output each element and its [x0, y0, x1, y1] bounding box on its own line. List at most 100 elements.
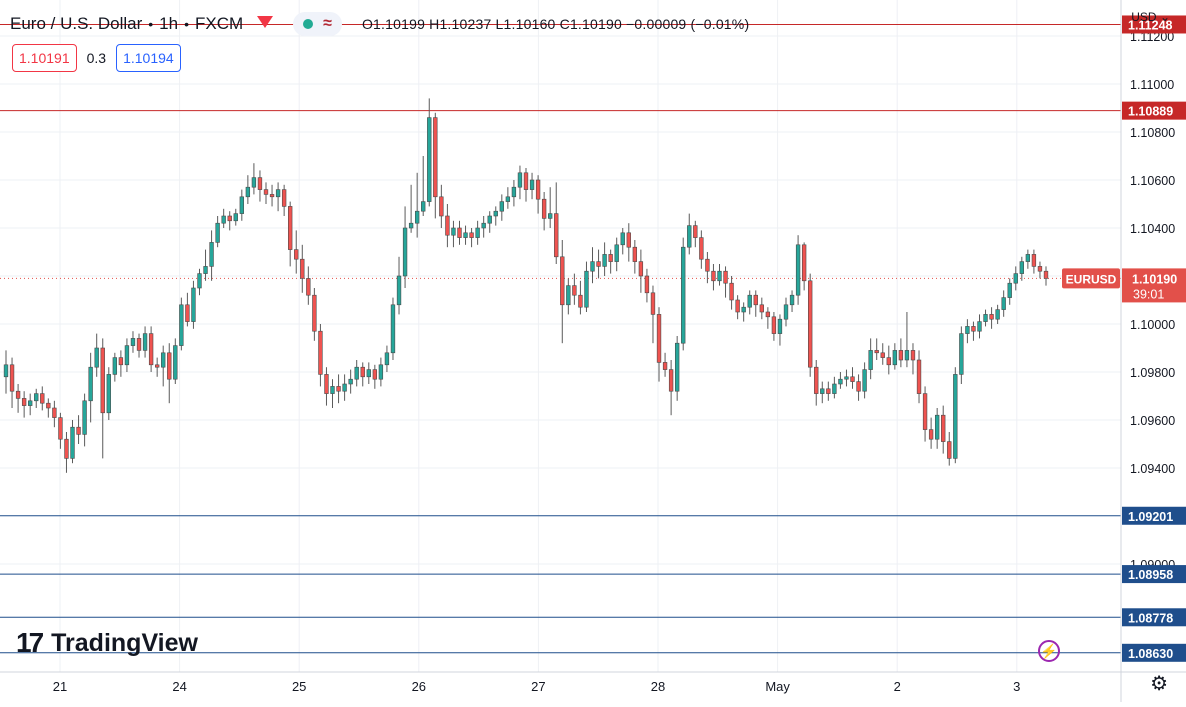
- tradingview-logo[interactable]: 17 TradingView: [16, 627, 198, 659]
- candle-up-body: [590, 261, 595, 272]
- buy-price-button[interactable]: 1.10194: [116, 44, 181, 72]
- candle-up-body: [681, 246, 686, 344]
- candles: [3, 98, 1049, 473]
- ohlc-values: O1.10199 H1.10237 L1.10160 C1.10190 −0.0…: [361, 16, 750, 32]
- horizontal-levels: [0, 23, 1121, 654]
- price-tick-label: 1.11200: [1130, 30, 1174, 44]
- candle-up-body: [747, 294, 752, 308]
- time-tick-label: 26: [412, 679, 426, 694]
- gear-icon[interactable]: ⚙: [1150, 673, 1168, 695]
- flag-icon[interactable]: [257, 16, 274, 28]
- candle-up-body: [475, 227, 480, 238]
- candle-down-body: [916, 359, 922, 394]
- candle-up-body: [674, 342, 680, 392]
- candle-up-body: [239, 196, 244, 214]
- candle-down-body: [257, 177, 263, 190]
- spread-value: 0.3: [86, 50, 107, 66]
- currency-selector[interactable]: USD ⌄: [1131, 10, 1170, 24]
- price-axis: 1.090001.094001.096001.098001.100001.102…: [1062, 0, 1186, 702]
- candle-down-body: [693, 225, 698, 238]
- candle-up-body: [197, 273, 202, 289]
- candle-up-body: [892, 350, 898, 366]
- candle-up-body: [275, 189, 281, 198]
- market-open-icon: [303, 19, 314, 29]
- candle-down-body: [324, 374, 329, 394]
- candle-up-body: [844, 376, 849, 380]
- candle-up-body: [1019, 261, 1024, 274]
- candle-up-body: [88, 366, 93, 402]
- candle-up-body: [408, 222, 414, 229]
- candle-down-body: [300, 258, 305, 279]
- candle-down-body: [40, 393, 45, 404]
- candle-down-body: [535, 179, 541, 200]
- candle-up-body: [402, 227, 408, 277]
- candle-down-body: [644, 275, 650, 294]
- candle-up-body: [934, 414, 940, 440]
- candle-up-body: [342, 383, 347, 392]
- candle-up-body: [221, 215, 226, 224]
- candle-down-body: [1037, 266, 1043, 272]
- candle-up-body: [1001, 297, 1006, 310]
- candle-down-body: [826, 388, 831, 394]
- support-level-tag: [1122, 565, 1186, 584]
- candle-up-body: [511, 186, 517, 198]
- candle-down-body: [154, 364, 160, 368]
- market-status-pill[interactable]: ≈: [293, 12, 342, 36]
- candle-down-body: [705, 258, 710, 272]
- price-tick-label: 1.10400: [1130, 222, 1175, 236]
- candle-up-body: [789, 294, 795, 306]
- candle-down-body: [898, 350, 904, 361]
- candle-down-body: [856, 381, 861, 392]
- price-tick-label: 1.10000: [1130, 318, 1175, 332]
- candle-up-body: [209, 242, 214, 267]
- candle-down-body: [554, 213, 559, 258]
- candle-down-body: [433, 117, 438, 198]
- support-level-tag-text: 1.08958: [1128, 568, 1173, 582]
- candle-down-body: [58, 417, 63, 440]
- candle-up-body: [965, 326, 970, 334]
- interval-label[interactable]: 1h: [159, 14, 179, 33]
- candle-up-body: [251, 177, 257, 188]
- candle-down-body: [64, 438, 69, 459]
- candle-up-body: [348, 378, 353, 385]
- candle-down-body: [288, 206, 293, 250]
- candle-up-body: [959, 333, 964, 375]
- candle-up-body: [584, 270, 589, 308]
- candle-up-body: [179, 304, 184, 346]
- candle-down-body: [880, 352, 885, 358]
- candle-down-body: [15, 390, 21, 399]
- candle-up-body: [602, 254, 607, 267]
- candle-down-body: [771, 316, 777, 334]
- candle-up-body: [34, 393, 39, 402]
- candle-down-body: [312, 294, 317, 332]
- candle-up-body: [451, 227, 456, 236]
- candle-down-body: [560, 256, 565, 306]
- candle-up-body: [741, 306, 746, 313]
- candle-down-body: [263, 189, 269, 195]
- candle-up-body: [505, 196, 511, 202]
- candle-down-body: [294, 249, 299, 260]
- lightning-icon[interactable]: ⚡: [1038, 640, 1060, 662]
- candle-down-body: [541, 198, 547, 219]
- candle-down-body: [148, 333, 154, 366]
- candle-down-body: [989, 314, 994, 320]
- separator-dot: •: [148, 16, 154, 32]
- candle-down-body: [457, 227, 462, 238]
- candle-down-body: [759, 304, 764, 313]
- tradingview-mark-icon: 17: [16, 627, 44, 658]
- candle-down-body: [167, 352, 172, 380]
- candle-down-body: [52, 407, 57, 418]
- time-tick-label: May: [765, 679, 790, 694]
- candle-down-body: [801, 244, 807, 282]
- symbol-name[interactable]: Euro / U.S. Dollar: [10, 14, 143, 33]
- candle-up-body: [820, 388, 825, 394]
- candle-down-body: [572, 285, 577, 296]
- candle-down-body: [469, 232, 474, 238]
- candle-up-body: [499, 201, 504, 212]
- sell-price-button[interactable]: 1.10191: [12, 44, 77, 72]
- candle-down-body: [971, 326, 976, 332]
- candle-down-body: [445, 215, 450, 236]
- price-tick-label: 1.11000: [1130, 78, 1174, 92]
